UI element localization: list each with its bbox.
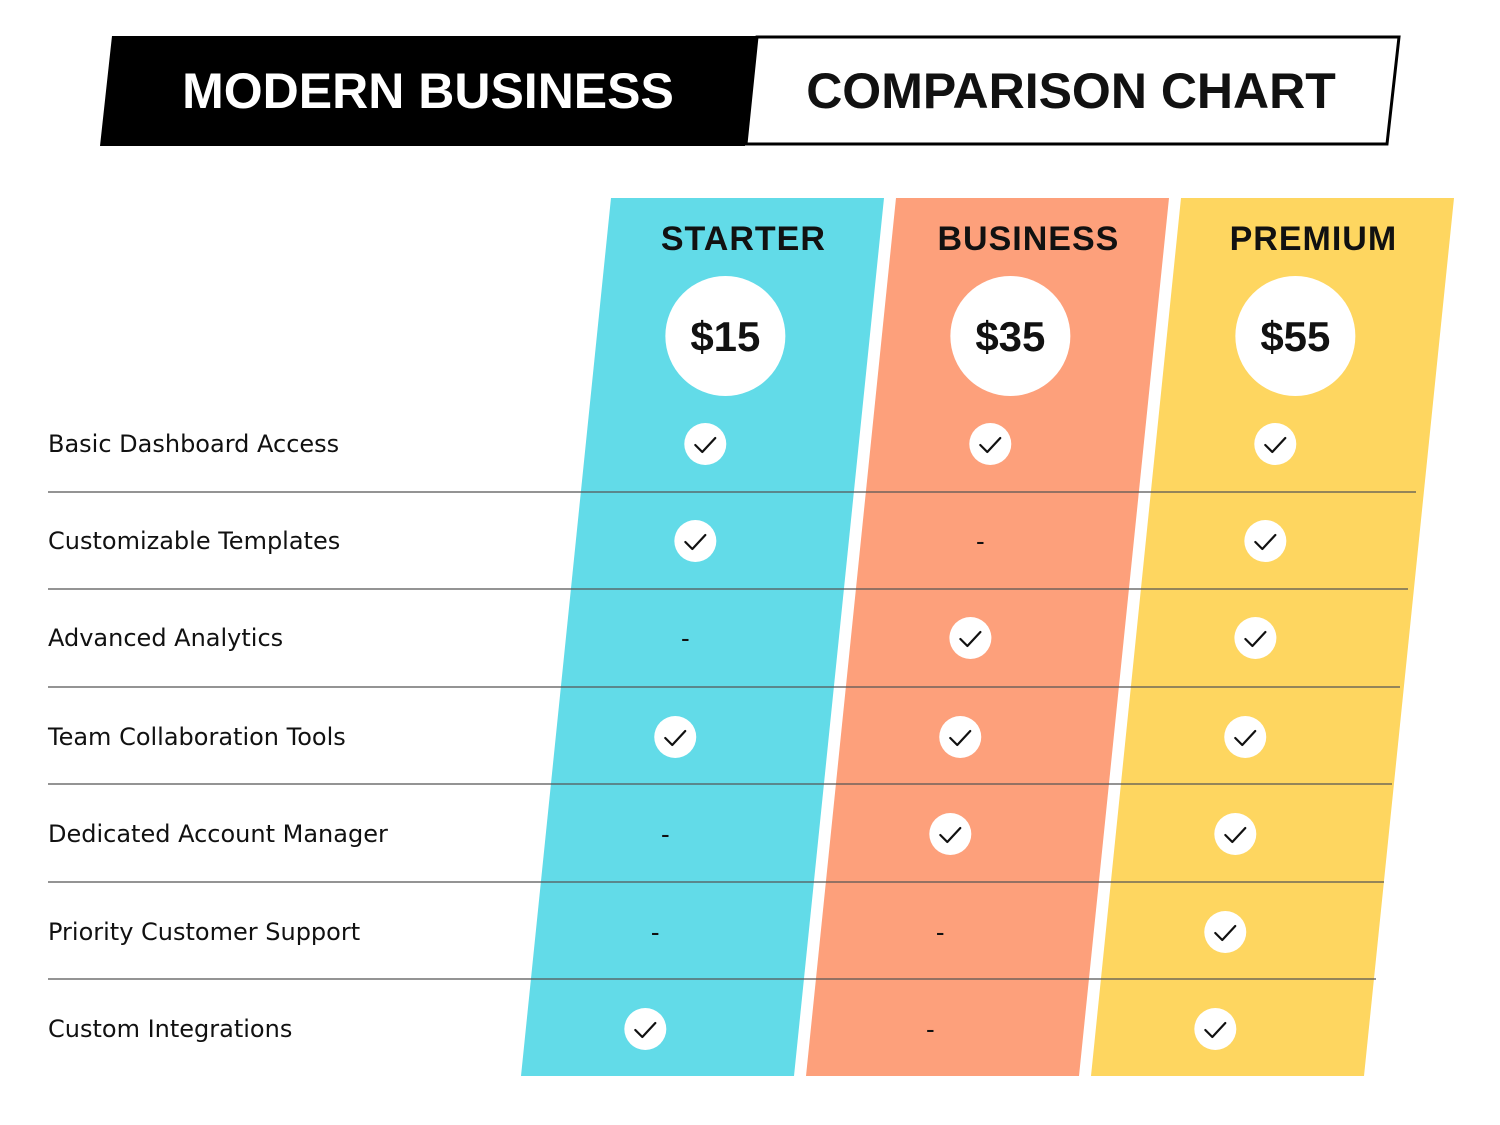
plan-name: BUSINESS (937, 220, 1119, 258)
title-banner-right-panel (744, 35, 1401, 146)
plan-price: $15 (690, 313, 760, 360)
feature-marks: - - - - - - (624, 423, 1297, 1050)
plan-name: STARTER (661, 220, 826, 258)
feature-label: Dedicated Account Manager (48, 820, 388, 848)
title-banner: MODERN BUSINESS COMPARISON CHART (100, 35, 1401, 146)
check-icon (674, 520, 717, 562)
price-circle (1235, 276, 1356, 396)
row-dividers (48, 491, 1416, 980)
feature-labels: Basic Dashboard Access Customizable Templ… (47, 430, 388, 1043)
check-icon (1224, 716, 1267, 758)
plan-column-bg (521, 198, 884, 1076)
unavailable-mark: - (651, 917, 660, 947)
check-icon (1244, 520, 1287, 562)
check-icon (949, 617, 992, 659)
unavailable-mark: - (976, 526, 985, 556)
check-icon (1254, 423, 1297, 465)
unavailable-mark: - (926, 1014, 935, 1044)
check-icon (939, 716, 982, 758)
check-icon (1204, 911, 1247, 953)
feature-label: Advanced Analytics (48, 624, 283, 652)
check-icon (929, 813, 972, 855)
plan-price: $35 (975, 313, 1045, 360)
unavailable-mark: - (936, 917, 945, 947)
price-circle (665, 276, 786, 396)
check-icon (1234, 617, 1277, 659)
unavailable-mark: - (661, 819, 670, 849)
check-icon (624, 1008, 667, 1050)
plan-price: $55 (1260, 313, 1330, 360)
check-icon (969, 423, 1012, 465)
check-icon (684, 423, 727, 465)
check-icon (654, 716, 697, 758)
feature-label: Basic Dashboard Access (48, 430, 339, 458)
check-icon (1194, 1008, 1237, 1050)
feature-label: Customizable Templates (48, 527, 340, 555)
price-circle (950, 276, 1071, 396)
unavailable-mark: - (681, 623, 690, 653)
plan-name: PREMIUM (1230, 220, 1398, 258)
title-right: COMPARISON CHART (806, 63, 1336, 119)
plan-column-starter: STARTER $15 (521, 198, 884, 1076)
feature-label: Priority Customer Support (48, 918, 360, 946)
feature-label: Team Collaboration Tools (47, 723, 346, 751)
check-icon (1214, 813, 1257, 855)
title-left: MODERN BUSINESS (182, 63, 674, 119)
title-banner-left-panel (100, 36, 757, 146)
feature-label: Custom Integrations (48, 1015, 292, 1043)
